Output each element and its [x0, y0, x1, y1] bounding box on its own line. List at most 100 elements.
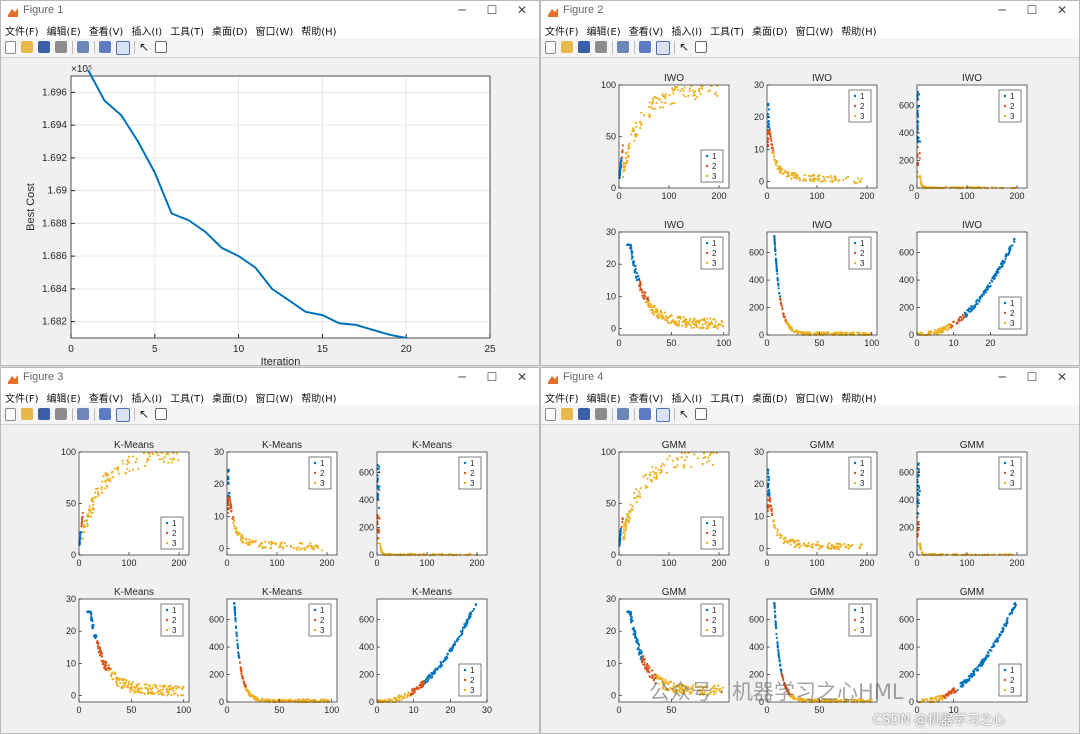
titlebar[interactable]: Figure 1 ─ ☐ ✕: [1, 1, 539, 21]
menu-help[interactable]: 帮助(H): [301, 27, 337, 38]
maximize-button[interactable]: ☐: [486, 370, 498, 384]
property-inspector-icon[interactable]: [155, 41, 167, 53]
menu-desktop[interactable]: 桌面(D): [212, 394, 248, 405]
open-icon[interactable]: [561, 41, 573, 53]
menu-view[interactable]: 查看(V): [88, 394, 124, 405]
menu-tools[interactable]: 工具(T): [170, 394, 205, 405]
minimize-button[interactable]: ─: [458, 3, 466, 17]
print-icon[interactable]: [595, 41, 607, 53]
menu-file[interactable]: 文件(F): [5, 27, 39, 38]
menu-view[interactable]: 查看(V): [88, 27, 124, 38]
save-icon[interactable]: [578, 41, 590, 53]
new-figure-icon[interactable]: [545, 41, 556, 54]
open-icon[interactable]: [21, 41, 33, 53]
titlebar[interactable]: Figure 4 ─ ☐ ✕: [541, 368, 1079, 388]
menu-edit[interactable]: 编辑(E): [46, 27, 81, 38]
cluster-3-point: [680, 451, 683, 455]
pointer-icon[interactable]: ↖: [679, 40, 690, 54]
minimize-button[interactable]: ─: [998, 3, 1006, 17]
open-icon[interactable]: [561, 408, 573, 420]
link-plot-icon[interactable]: [77, 41, 89, 53]
legend-icon[interactable]: [656, 408, 670, 422]
menu-tools[interactable]: 工具(T): [170, 27, 205, 38]
figure-3-window[interactable]: Figure 3 ─ ☐ ✕ 文件(F) 编辑(E) 查看(V) 插入(I) 工…: [0, 367, 540, 734]
menu-edit[interactable]: 编辑(E): [46, 394, 81, 405]
colorbar-icon[interactable]: [639, 408, 651, 420]
menu-insert[interactable]: 插入(I): [131, 27, 163, 38]
menu-desktop[interactable]: 桌面(D): [212, 27, 248, 38]
titlebar[interactable]: Figure 2 ─ ☐ ✕: [541, 1, 1079, 21]
maximize-button[interactable]: ☐: [486, 3, 498, 17]
open-icon[interactable]: [21, 408, 33, 420]
menu-desktop[interactable]: 桌面(D): [752, 27, 788, 38]
menu-window[interactable]: 窗口(W): [255, 27, 294, 38]
minimize-button[interactable]: ─: [998, 370, 1006, 384]
titlebar[interactable]: Figure 3 ─ ☐ ✕: [1, 368, 539, 388]
menu-insert[interactable]: 插入(I): [131, 394, 163, 405]
print-icon[interactable]: [595, 408, 607, 420]
menu-tools[interactable]: 工具(T): [710, 394, 745, 405]
pointer-icon[interactable]: ↖: [139, 407, 150, 421]
figure-2-window[interactable]: Figure 2 ─ ☐ ✕ 文件(F) 编辑(E) 查看(V) 插入(I) 工…: [540, 0, 1080, 366]
menu-help[interactable]: 帮助(H): [841, 394, 877, 405]
close-button[interactable]: ✕: [516, 370, 528, 384]
link-plot-icon[interactable]: [617, 41, 629, 53]
subplot-title: IWO: [962, 73, 982, 84]
menu-tools[interactable]: 工具(T): [710, 27, 745, 38]
menu-insert[interactable]: 插入(I): [671, 394, 703, 405]
menu-desktop[interactable]: 桌面(D): [752, 394, 788, 405]
link-plot-icon[interactable]: [617, 408, 629, 420]
minimize-button[interactable]: ─: [458, 370, 466, 384]
property-inspector-icon[interactable]: [695, 41, 707, 53]
menu-view[interactable]: 查看(V): [628, 394, 664, 405]
menu-file[interactable]: 文件(F): [545, 27, 579, 38]
menu-edit[interactable]: 编辑(E): [586, 394, 621, 405]
save-icon[interactable]: [578, 408, 590, 420]
new-figure-icon[interactable]: [5, 41, 16, 54]
legend-icon[interactable]: [116, 408, 130, 422]
menu-window[interactable]: 窗口(W): [255, 394, 294, 405]
property-inspector-icon[interactable]: [695, 408, 707, 420]
figure-1-window[interactable]: Figure 1 ─ ☐ ✕ 文件(F) 编辑(E) 查看(V) 插入(I) 工…: [0, 0, 540, 366]
menu-insert[interactable]: 插入(I): [671, 27, 703, 38]
menu-window[interactable]: 窗口(W): [795, 394, 834, 405]
legend-icon[interactable]: [656, 41, 670, 55]
close-button[interactable]: ✕: [1056, 370, 1068, 384]
cluster-3-point: [132, 455, 135, 458]
pointer-icon[interactable]: ↖: [139, 40, 150, 54]
cluster-3-point: [92, 497, 95, 500]
link-plot-icon[interactable]: [77, 408, 89, 420]
close-button[interactable]: ✕: [516, 3, 528, 17]
cluster-1-point: [767, 485, 770, 488]
cluster-1-point: [629, 247, 632, 250]
cluster-2-point: [639, 284, 642, 287]
pointer-icon[interactable]: ↖: [679, 407, 690, 421]
figure-4-window[interactable]: Figure 4 ─ ☐ ✕ 文件(F) 编辑(E) 查看(V) 插入(I) 工…: [540, 367, 1080, 734]
save-icon[interactable]: [38, 41, 50, 53]
menu-help[interactable]: 帮助(H): [841, 27, 877, 38]
new-figure-icon[interactable]: [545, 408, 556, 421]
save-icon[interactable]: [38, 408, 50, 420]
print-icon[interactable]: [55, 408, 67, 420]
new-figure-icon[interactable]: [5, 408, 16, 421]
colorbar-icon[interactable]: [99, 41, 111, 53]
close-button[interactable]: ✕: [1056, 3, 1068, 17]
menu-view[interactable]: 查看(V): [628, 27, 664, 38]
legend-icon[interactable]: [116, 41, 130, 55]
cluster-3-point: [852, 332, 855, 335]
menu-file[interactable]: 文件(F): [545, 394, 579, 405]
cluster-1-point: [632, 261, 635, 265]
menu-edit[interactable]: 编辑(E): [586, 27, 621, 38]
colorbar-icon[interactable]: [99, 408, 111, 420]
cluster-3-point: [780, 171, 783, 175]
menu-file[interactable]: 文件(F): [5, 394, 39, 405]
menu-window[interactable]: 窗口(W): [795, 27, 834, 38]
maximize-button[interactable]: ☐: [1026, 370, 1038, 384]
cluster-3-point: [712, 686, 715, 690]
cluster-3-point: [141, 687, 144, 690]
print-icon[interactable]: [55, 41, 67, 53]
menu-help[interactable]: 帮助(H): [301, 394, 337, 405]
maximize-button[interactable]: ☐: [1026, 3, 1038, 17]
colorbar-icon[interactable]: [639, 41, 651, 53]
property-inspector-icon[interactable]: [155, 408, 167, 420]
